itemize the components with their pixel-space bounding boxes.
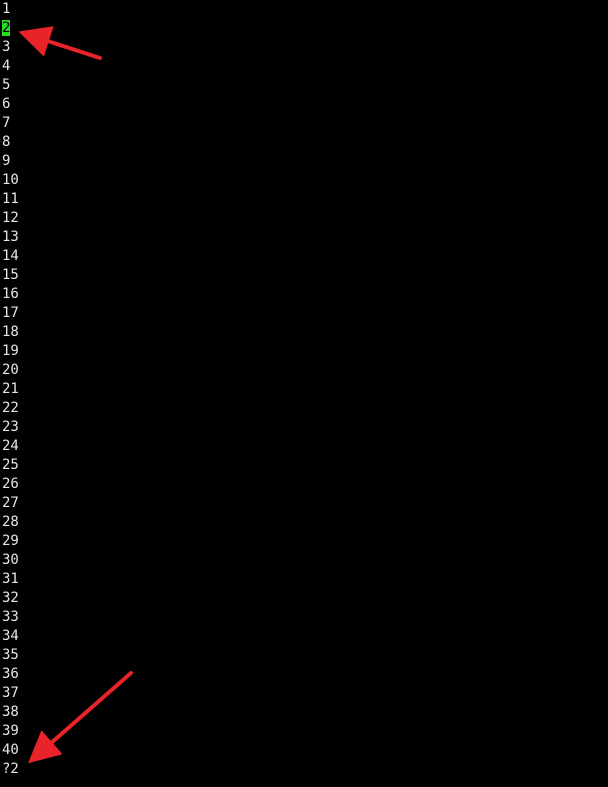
terminal-line: 19 xyxy=(2,342,19,361)
line-text: 37 xyxy=(2,685,19,701)
terminal-line: 33 xyxy=(2,608,19,627)
line-text: 14 xyxy=(2,248,19,264)
terminal-line: 29 xyxy=(2,532,19,551)
line-text: 9 xyxy=(2,153,11,169)
line-text: 24 xyxy=(2,438,19,454)
line-text: 20 xyxy=(2,362,19,378)
line-text: 27 xyxy=(2,495,19,511)
terminal-line: 26 xyxy=(2,475,19,494)
terminal-line: 32 xyxy=(2,589,19,608)
line-text: 28 xyxy=(2,514,19,530)
line-text: 5 xyxy=(2,77,11,93)
line-text: 18 xyxy=(2,324,19,340)
line-text: 8 xyxy=(2,134,11,150)
terminal-line: 7 xyxy=(2,114,19,133)
terminal-line: 23 xyxy=(2,418,19,437)
terminal-line: 37 xyxy=(2,684,19,703)
line-text: 30 xyxy=(2,552,19,568)
line-text: 25 xyxy=(2,457,19,473)
line-text: 6 xyxy=(2,96,11,112)
line-text: 22 xyxy=(2,400,19,416)
terminal-line: 14 xyxy=(2,247,19,266)
line-text: 23 xyxy=(2,419,19,435)
line-text: 4 xyxy=(2,58,11,74)
terminal-line: 38 xyxy=(2,703,19,722)
terminal-line: 12 xyxy=(2,209,19,228)
line-text: 17 xyxy=(2,305,19,321)
terminal-line: 21 xyxy=(2,380,19,399)
line-text: 26 xyxy=(2,476,19,492)
terminal-line: 27 xyxy=(2,494,19,513)
terminal-line: 11 xyxy=(2,190,19,209)
terminal-line: 34 xyxy=(2,627,19,646)
line-text: 34 xyxy=(2,628,19,644)
terminal-line: 31 xyxy=(2,570,19,589)
terminal-line: 8 xyxy=(2,133,19,152)
terminal-line: 4 xyxy=(2,57,19,76)
line-text: 40 xyxy=(2,742,19,758)
line-text: 10 xyxy=(2,172,19,188)
line-text: 36 xyxy=(2,666,19,682)
terminal-line-highlighted: 2 xyxy=(2,19,19,38)
terminal-line: 30 xyxy=(2,551,19,570)
terminal-line: 36 xyxy=(2,665,19,684)
terminal-line: 25 xyxy=(2,456,19,475)
terminal-line: 5 xyxy=(2,76,19,95)
line-text: 39 xyxy=(2,723,19,739)
line-text: 7 xyxy=(2,115,11,131)
line-text: 33 xyxy=(2,609,19,625)
terminal-line: 13 xyxy=(2,228,19,247)
terminal-line: 22 xyxy=(2,399,19,418)
terminal-line: 3 xyxy=(2,38,19,57)
line-text: 38 xyxy=(2,704,19,720)
red-arrow-icon xyxy=(18,26,102,60)
line-text: 15 xyxy=(2,267,19,283)
line-text: 1 xyxy=(2,1,11,17)
line-text: 16 xyxy=(2,286,19,302)
line-text: 2 xyxy=(2,20,11,36)
terminal-line: 28 xyxy=(2,513,19,532)
terminal-line: 18 xyxy=(2,323,19,342)
terminal-line: 15 xyxy=(2,266,19,285)
line-text: 31 xyxy=(2,571,19,587)
line-text: 32 xyxy=(2,590,19,606)
terminal-line: 40 xyxy=(2,741,19,760)
line-text: 3 xyxy=(2,39,11,55)
line-text: 21 xyxy=(2,381,19,397)
terminal-line: 20 xyxy=(2,361,19,380)
line-text: 35 xyxy=(2,647,19,663)
terminal-output: 1 2 3 4 5 6 7 8 9 10 11 12 13 14 15 16 17 18 19 20 21 22 23 24 2… xyxy=(2,0,19,760)
terminal-line: 17 xyxy=(2,304,19,323)
red-arrow-icon xyxy=(27,671,133,764)
terminal-line: 39 xyxy=(2,722,19,741)
terminal-line: 1 xyxy=(2,0,19,19)
terminal-line: 24 xyxy=(2,437,19,456)
line-text: 13 xyxy=(2,229,19,245)
terminal-line: 16 xyxy=(2,285,19,304)
line-text: 12 xyxy=(2,210,19,226)
line-text: 11 xyxy=(2,191,19,207)
terminal-line: 6 xyxy=(2,95,19,114)
command-line[interactable]: ?2 xyxy=(2,761,19,777)
terminal-line: 9 xyxy=(2,152,19,171)
line-text: 19 xyxy=(2,343,19,359)
terminal-line: 35 xyxy=(2,646,19,665)
terminal-line: 10 xyxy=(2,171,19,190)
line-text: 29 xyxy=(2,533,19,549)
